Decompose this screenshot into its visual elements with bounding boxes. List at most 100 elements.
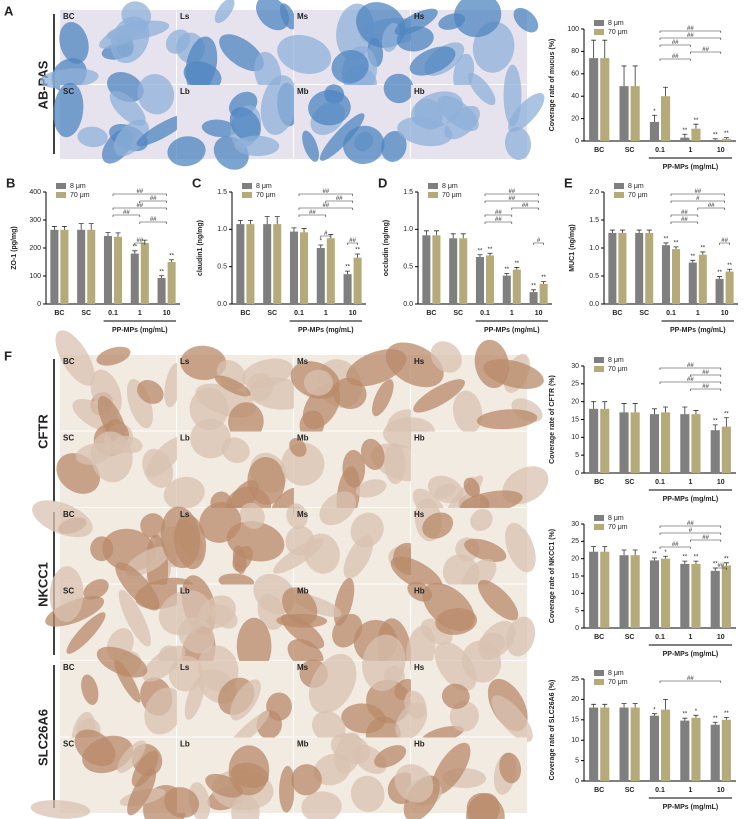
- bar: [459, 238, 468, 304]
- error-bar: [632, 403, 638, 413]
- comparison-label: ##: [708, 203, 715, 209]
- tile-label: Ms: [297, 663, 309, 672]
- y-axis-label: Coverage rate of mucus (%): [549, 39, 556, 132]
- error-bar: [651, 713, 657, 716]
- comparison-bracket: [659, 30, 722, 33]
- x-tick-label: 10: [717, 147, 725, 154]
- legend-label: 70 μm: [608, 366, 628, 373]
- error-bar: [693, 123, 699, 129]
- x-axis-label: PP-MPs (mg/mL): [663, 496, 719, 503]
- bar: [619, 86, 629, 141]
- tile-label: Hb: [414, 587, 425, 596]
- tissue-fold: [137, 379, 164, 404]
- tissue-fold: [183, 61, 222, 90]
- tissue-fold: [453, 53, 475, 93]
- micrograph: SC: [53, 72, 190, 164]
- tissue-fold: [49, 566, 84, 622]
- panel-letter: F: [4, 348, 12, 363]
- x-tick-label: 10: [717, 479, 725, 486]
- micrograph: Hb: [394, 737, 527, 819]
- panel-letter: E: [564, 175, 573, 190]
- error-bar: [682, 560, 688, 564]
- micrograph: Ms: [273, 491, 425, 584]
- bar: [486, 255, 495, 304]
- tile-label: BC: [63, 12, 75, 21]
- error-bar: [169, 259, 175, 262]
- micrograph: SC: [30, 729, 187, 819]
- error-bar: [621, 703, 627, 708]
- tissue-fold: [83, 579, 109, 600]
- tissue-fold: [289, 437, 307, 457]
- legend-label: 8 μm: [442, 183, 458, 190]
- comparison-label: ##: [717, 563, 724, 569]
- comparison-bracket: [484, 193, 539, 196]
- comparison-bracket: [139, 200, 167, 203]
- tile-label: Ms: [297, 357, 309, 366]
- bar: [645, 232, 654, 304]
- y-axis-label: occludin (ng/mg): [383, 220, 390, 276]
- panel-letter: A: [4, 3, 14, 18]
- tissue-fold: [30, 799, 91, 819]
- tile-label: SC: [63, 740, 74, 749]
- error-bar: [142, 239, 148, 243]
- panel-letter: D: [378, 175, 387, 190]
- y-tick-label: 5: [575, 452, 579, 459]
- x-tick-label: 0.1: [480, 310, 490, 317]
- bar: [539, 283, 548, 304]
- comparison-label: ##: [672, 40, 679, 46]
- stain-label: CFTR: [35, 414, 50, 449]
- tissue-fold: [137, 74, 175, 115]
- tissue-fold: [441, 683, 470, 709]
- bar: [698, 254, 707, 304]
- comparison-bracket: [659, 381, 722, 384]
- error-bar: [673, 246, 679, 250]
- tissue-fold: [342, 449, 366, 488]
- tissue-fold: [508, 93, 545, 133]
- tile-label: Hs: [414, 357, 425, 366]
- bar: [715, 278, 724, 304]
- y-axis-label: ZO-1 (pg/mg): [11, 226, 18, 270]
- micrograph: Hb: [406, 580, 536, 675]
- tile-label: Hb: [414, 740, 425, 749]
- tissue-fold: [234, 135, 280, 156]
- panel-letter: C: [192, 175, 202, 190]
- legend-swatch: [594, 357, 604, 363]
- bar: [661, 245, 670, 304]
- y-tick-label: 0: [575, 470, 579, 477]
- tissue-fold: [90, 431, 133, 483]
- legend-label: 8 μm: [70, 183, 86, 190]
- tissue-fold: [464, 538, 507, 562]
- bar: [721, 565, 731, 628]
- error-bar: [423, 230, 429, 236]
- significance: **: [478, 248, 483, 254]
- comparison-label: #: [324, 231, 328, 237]
- y-tick-label: 15: [571, 416, 579, 423]
- bar: [661, 96, 671, 141]
- legend-label: 70 μm: [608, 524, 628, 531]
- tile-label: Hs: [414, 510, 425, 519]
- bar: [630, 707, 640, 781]
- x-tick-label: 10: [717, 787, 725, 794]
- error-bar: [318, 244, 324, 248]
- comparison-bracket: [670, 193, 725, 196]
- bar: [649, 715, 659, 781]
- error-bar: [632, 703, 638, 708]
- bar: [725, 271, 734, 304]
- tissue-fold: [160, 506, 201, 569]
- tile-label: Ls: [180, 663, 190, 672]
- tile-label: Hs: [414, 663, 425, 672]
- bar: [475, 256, 484, 304]
- tissue-fold: [422, 512, 454, 539]
- tissue-fold: [180, 345, 227, 381]
- tissue-fold: [256, 0, 290, 31]
- comparison-label: #: [696, 196, 700, 202]
- bar: [236, 224, 245, 304]
- tissue-fold: [453, 0, 502, 38]
- error-bar: [693, 560, 699, 564]
- y-tick-label: 20: [571, 115, 579, 122]
- x-tick-label: SC: [625, 479, 635, 486]
- significance: *: [664, 550, 667, 556]
- comparison-label: #: [537, 238, 541, 244]
- significance: **: [683, 555, 688, 561]
- tissue-fold: [140, 513, 166, 538]
